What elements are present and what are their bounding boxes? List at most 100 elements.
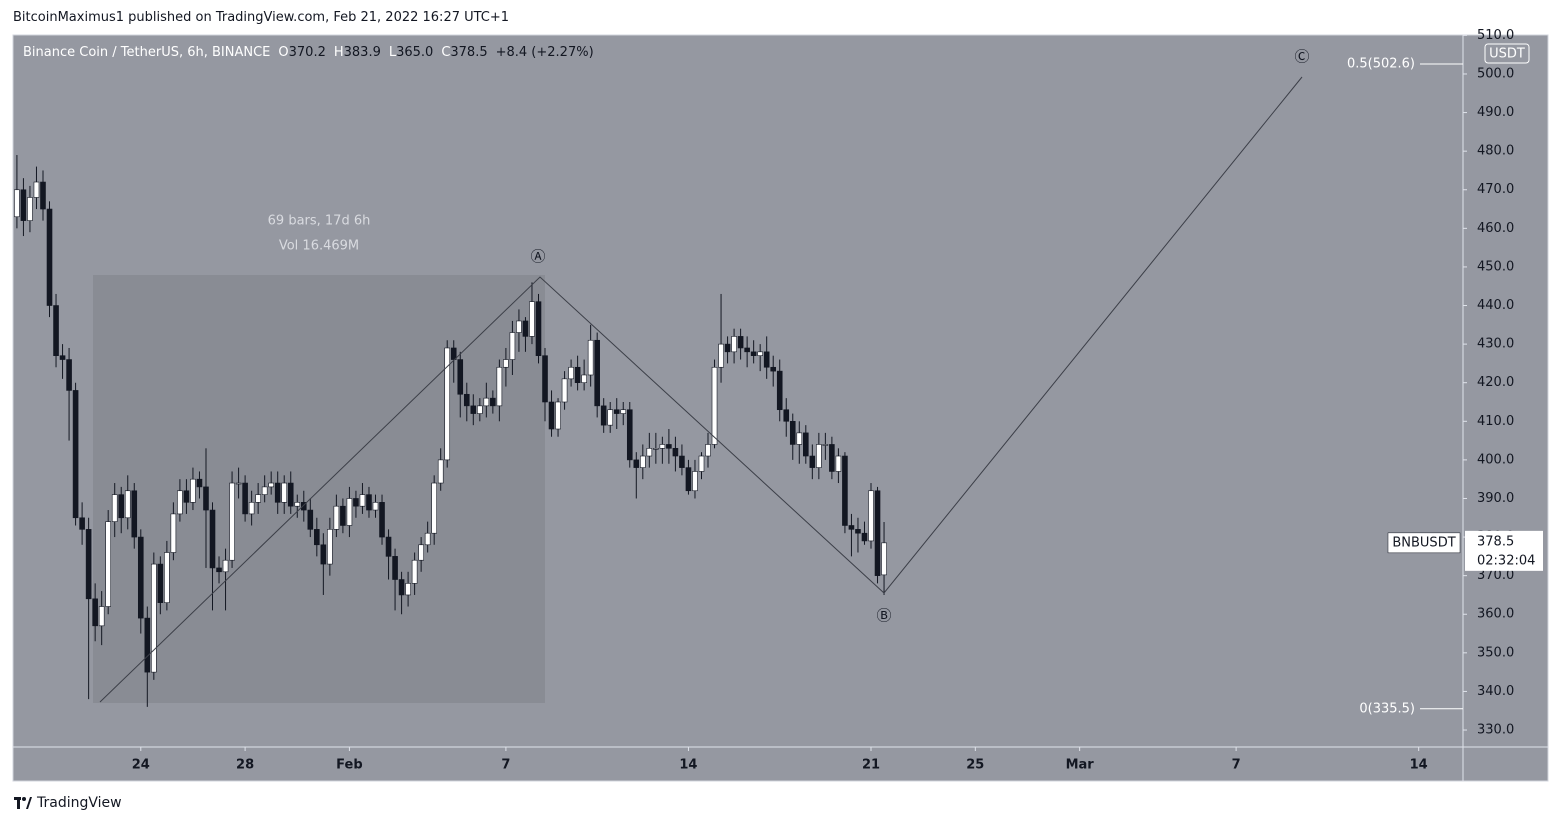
candle-body — [861, 532, 868, 542]
candle-body — [385, 536, 392, 557]
candle-body — [685, 467, 692, 492]
candle-body — [463, 393, 470, 407]
candle-body — [59, 355, 66, 360]
candle-body — [613, 409, 620, 414]
candle-body — [209, 509, 216, 569]
candle-body — [731, 336, 737, 353]
price-tag — [1465, 530, 1543, 571]
candle-body — [405, 583, 411, 596]
candle-body — [353, 498, 359, 507]
candle-body — [261, 486, 268, 495]
candle-body — [327, 529, 333, 565]
candle-body — [398, 579, 405, 596]
candle-body — [444, 347, 451, 461]
candle-body — [666, 444, 672, 449]
candle-body — [144, 617, 151, 673]
candle-body — [72, 390, 79, 519]
candle-body — [737, 336, 744, 349]
candle-body — [607, 409, 614, 426]
price-tag-label: 378.5 — [1477, 534, 1514, 549]
candle-body — [809, 455, 816, 468]
change: +8.4 (+2.27%) — [495, 45, 594, 60]
candle-body — [874, 490, 881, 576]
candle-body — [829, 444, 835, 472]
candle-body — [131, 490, 138, 538]
candle-body — [20, 189, 27, 221]
candle-body — [111, 494, 118, 522]
y-tick-label: 460.0 — [1477, 221, 1514, 236]
candle-body — [796, 432, 803, 445]
candle-body — [53, 305, 59, 356]
y-tick-label: 390.0 — [1477, 491, 1514, 506]
y-tick-label: 440.0 — [1477, 298, 1514, 313]
candle-body — [203, 486, 209, 511]
candle-body — [816, 444, 822, 468]
y-tick-label: 450.0 — [1477, 259, 1514, 274]
y-tick-label: 500.0 — [1477, 66, 1514, 81]
candle-body — [268, 482, 274, 488]
y-tick-label: 360.0 — [1477, 607, 1514, 622]
candle-body — [137, 536, 144, 619]
candle-body — [835, 455, 842, 472]
candle-body — [33, 181, 40, 198]
candle-body — [392, 556, 398, 580]
candle-body — [216, 567, 222, 573]
candle-body — [196, 478, 203, 488]
candle-body — [79, 517, 85, 530]
candle-body — [770, 366, 777, 372]
candle-body — [118, 494, 125, 519]
candle-body — [548, 401, 555, 430]
candle-body — [483, 397, 490, 407]
candle-body — [535, 301, 542, 356]
candle-body — [587, 339, 594, 376]
candle-body — [411, 559, 418, 584]
y-tick-label: 370.0 — [1477, 568, 1514, 583]
candle-body — [574, 366, 581, 384]
candle-body — [183, 490, 190, 503]
candle-body — [85, 529, 92, 600]
candle-body — [235, 482, 242, 485]
candle-body — [379, 502, 385, 538]
candle-body — [177, 490, 183, 515]
ohlc-key: C — [441, 45, 451, 60]
y-tick-label: 340.0 — [1477, 684, 1514, 699]
candle-body — [307, 509, 314, 530]
footer-brand: TradingView — [37, 795, 122, 811]
y-tick-label: 430.0 — [1477, 337, 1514, 352]
candle-body — [98, 606, 105, 627]
symbol-tag-label: BNBUSDT — [1392, 535, 1455, 550]
candle-body — [470, 405, 477, 414]
candle-body — [92, 598, 98, 627]
candle-body — [633, 459, 640, 468]
x-tick-label: 14 — [679, 758, 697, 773]
candle-body — [750, 351, 757, 356]
candle-body — [568, 366, 574, 380]
candle-body — [274, 482, 281, 503]
symbol-title: Binance Coin / TetherUS, 6h, BINANCE — [23, 45, 271, 60]
candle-body — [711, 366, 718, 445]
candle-body — [105, 521, 111, 607]
y-tick-label: 510.0 — [1477, 28, 1514, 43]
candle-body — [450, 347, 457, 360]
candle-body — [868, 490, 874, 542]
x-tick-label: 24 — [132, 758, 150, 773]
candle-body — [646, 448, 653, 457]
candle-body — [522, 320, 529, 337]
candle-body — [222, 559, 229, 573]
candle-body — [477, 405, 483, 414]
candle-body — [763, 351, 770, 368]
fib-label: 0(335.5) — [1359, 701, 1415, 716]
candle-body — [679, 455, 685, 468]
candle-body — [46, 208, 53, 306]
candle-body — [842, 455, 848, 526]
candle-body — [164, 552, 170, 603]
candle-body — [705, 444, 711, 457]
candle-body — [359, 494, 366, 507]
candle-body — [372, 502, 379, 511]
candle-body — [229, 482, 235, 561]
candle-body — [424, 532, 431, 546]
candle-body — [320, 544, 327, 565]
date-range-box — [93, 275, 545, 703]
candle-body — [822, 444, 829, 446]
candle-body — [151, 563, 157, 673]
